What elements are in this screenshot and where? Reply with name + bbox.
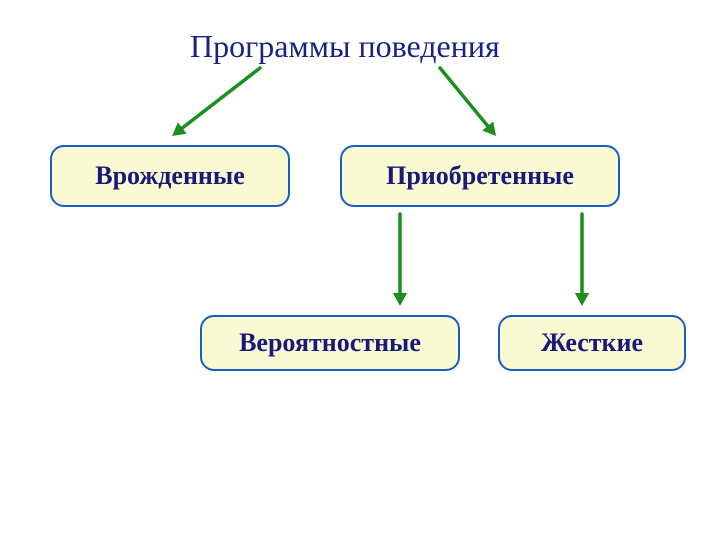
arrow-3 <box>0 0 720 540</box>
